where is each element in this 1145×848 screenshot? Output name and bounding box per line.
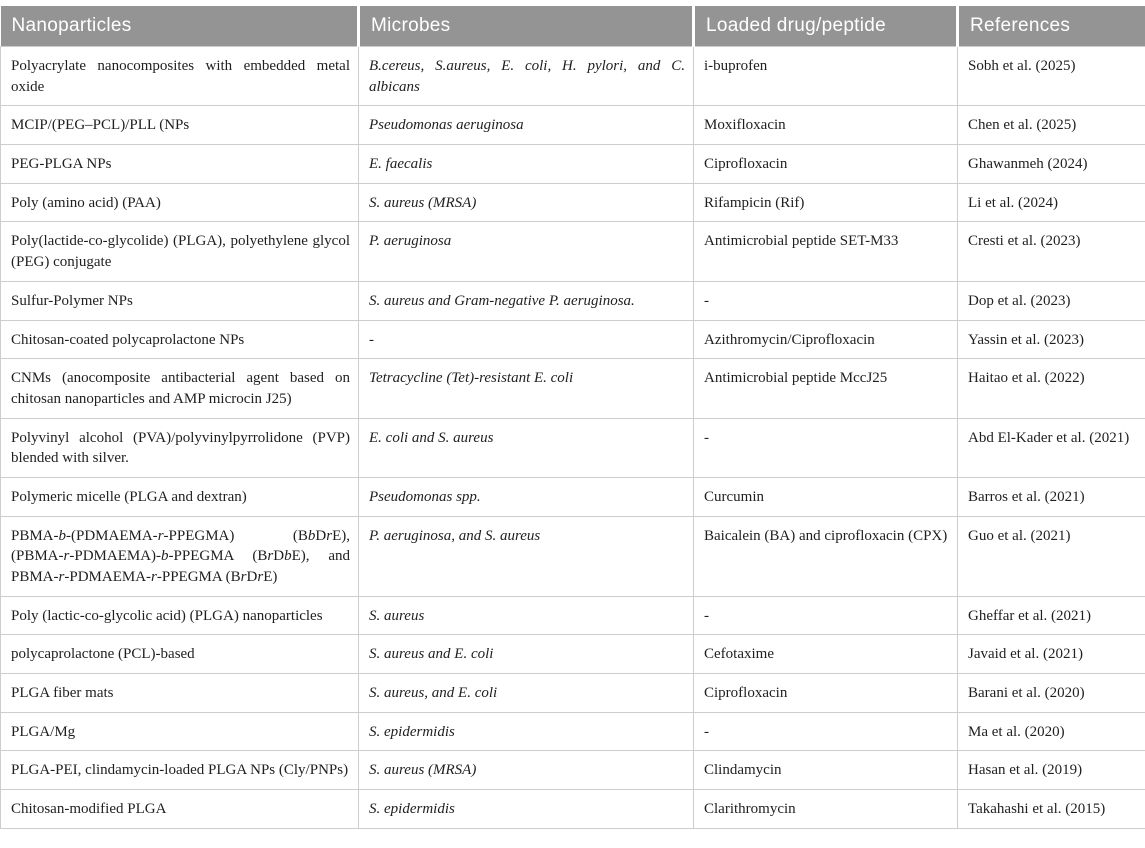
cell-microbes: E. faecalis (358, 144, 694, 184)
cell-microbes: Tetracycline (Tet)-resistant E. coli (358, 358, 694, 419)
cell-nanoparticles: Chitosan-coated polycaprolactone NPs (0, 319, 359, 360)
cell-microbes: S. aureus (358, 595, 694, 636)
cell-nanoparticles: Chitosan-modified PLGA (0, 789, 359, 829)
cell-microbes: S. aureus and Gram-negative P. aeruginos… (358, 280, 694, 321)
cell-loaded-drug: Antimicrobial peptide MccJ25 (693, 358, 958, 419)
cell-reference: Takahashi et al. (2015) (957, 789, 1145, 829)
table-row: PEG-PLGA NPs E. faecalis Ciprofloxacin G… (0, 144, 1145, 184)
cell-microbes: E. coli and S. aureus (358, 417, 694, 478)
column-header-microbes: Microbes (357, 6, 694, 47)
table-row: MCIP/(PEG–PCL)/PLL (NPs Pseudomonas aeru… (0, 105, 1145, 146)
cell-reference: Hasan et al. (2019) (957, 750, 1145, 791)
table-row: CNMs (anocomposite antibacterial agent b… (0, 358, 1145, 419)
cell-loaded-drug: Ciprofloxacin (693, 673, 958, 713)
cell-microbes: S. aureus (MRSA) (358, 750, 694, 791)
cell-reference: Gheffar et al. (2021) (957, 595, 1145, 636)
cell-nanoparticles: MCIP/(PEG–PCL)/PLL (NPs (0, 105, 359, 146)
cell-nanoparticles: Polyvinyl alcohol (PVA)/polyvinylpyrroli… (0, 417, 359, 478)
table-row: Chitosan-coated polycaprolactone NPs - A… (0, 319, 1145, 360)
cell-reference: Haitao et al. (2022) (957, 358, 1145, 419)
cell-reference: Chen et al. (2025) (957, 105, 1145, 146)
nanoparticles-table: Nanoparticles Microbes Loaded drug/pepti… (0, 6, 1145, 829)
cell-nanoparticles: PLGA/Mg (0, 711, 359, 752)
cell-reference: Guo et al. (2021) (957, 515, 1145, 597)
cell-nanoparticles: PLGA fiber mats (0, 673, 359, 713)
table-row: Polymeric micelle (PLGA and dextran) Pse… (0, 476, 1145, 517)
cell-loaded-drug: - (693, 711, 958, 752)
cell-loaded-drug: Baicalein (BA) and ciprofloxacin (CPX) (693, 515, 958, 597)
nanoparticles-table-figure: Nanoparticles Microbes Loaded drug/pepti… (0, 6, 1145, 829)
cell-reference: Cresti et al. (2023) (957, 221, 1145, 282)
cell-reference: Yassin et al. (2023) (957, 319, 1145, 360)
cell-microbes: S. aureus (MRSA) (358, 182, 694, 223)
table-row: Sulfur-Polymer NPs S. aureus and Gram-ne… (0, 280, 1145, 321)
cell-reference: Ma et al. (2020) (957, 711, 1145, 752)
cell-loaded-drug: Antimicrobial peptide SET-M33 (693, 221, 958, 282)
cell-loaded-drug: Clindamycin (693, 750, 958, 791)
cell-loaded-drug: Rifampicin (Rif) (693, 182, 958, 223)
cell-reference: Barros et al. (2021) (957, 476, 1145, 517)
table-row: Poly (lactic-co-glycolic acid) (PLGA) na… (0, 595, 1145, 636)
cell-loaded-drug: Azithromycin/Ciprofloxacin (693, 319, 958, 360)
cell-microbes: S. aureus and E. coli (358, 634, 694, 675)
table-row: PLGA-PEI, clindamycin-loaded PLGA NPs (C… (0, 750, 1145, 791)
cell-nanoparticles: PBMA-b-(PDMAEMA-r-PPEGMA) (BbDrE), (PBMA… (0, 515, 359, 597)
cell-microbes: Pseudomonas spp. (358, 476, 694, 517)
cell-loaded-drug: Curcumin (693, 476, 958, 517)
cell-nanoparticles: Sulfur-Polymer NPs (0, 280, 359, 321)
cell-nanoparticles: PLGA-PEI, clindamycin-loaded PLGA NPs (C… (0, 750, 359, 791)
cell-microbes: - (358, 319, 694, 360)
cell-reference: Li et al. (2024) (957, 182, 1145, 223)
cell-nanoparticles: PEG-PLGA NPs (0, 144, 359, 184)
column-header-nanoparticles: Nanoparticles (0, 6, 359, 47)
cell-reference: Sobh et al. (2025) (957, 45, 1145, 107)
column-header-references: References (956, 6, 1145, 47)
table-body: Polyacrylate nanocomposites with embedde… (0, 45, 1145, 829)
cell-microbes: S. aureus, and E. coli (358, 673, 694, 713)
cell-nanoparticles: Polymeric micelle (PLGA and dextran) (0, 476, 359, 517)
cell-reference: Dop et al. (2023) (957, 280, 1145, 321)
table-row: Poly(lactide-co-glycolide) (PLGA), polye… (0, 221, 1145, 282)
cell-nanoparticles: Poly(lactide-co-glycolide) (PLGA), polye… (0, 221, 359, 282)
cell-loaded-drug: Ciprofloxacin (693, 144, 958, 184)
table-row: Poly (amino acid) (PAA) S. aureus (MRSA)… (0, 182, 1145, 223)
cell-microbes: P. aeruginosa, and S. aureus (358, 515, 694, 597)
cell-nanoparticles: Poly (amino acid) (PAA) (0, 182, 359, 223)
table-header: Nanoparticles Microbes Loaded drug/pepti… (0, 6, 1145, 47)
cell-nanoparticles: Poly (lactic-co-glycolic acid) (PLGA) na… (0, 595, 359, 636)
cell-loaded-drug: - (693, 595, 958, 636)
cell-microbes: S. epidermidis (358, 789, 694, 829)
cell-loaded-drug: - (693, 280, 958, 321)
cell-nanoparticles: polycaprolactone (PCL)-based (0, 634, 359, 675)
cell-microbes: B.cereus, S.aureus, E. coli, H. pylori, … (358, 45, 694, 107)
cell-loaded-drug: Cefotaxime (693, 634, 958, 675)
header-row: Nanoparticles Microbes Loaded drug/pepti… (0, 6, 1145, 47)
cell-loaded-drug: Clarithromycin (693, 789, 958, 829)
table-row: Chitosan-modified PLGA S. epidermidis Cl… (0, 789, 1145, 829)
cell-loaded-drug: Moxifloxacin (693, 105, 958, 146)
cell-nanoparticles: CNMs (anocomposite antibacterial agent b… (0, 358, 359, 419)
cell-loaded-drug: i-buprofen (693, 45, 958, 107)
cell-microbes: Pseudomonas aeruginosa (358, 105, 694, 146)
table-row: PLGA/Mg S. epidermidis - Ma et al. (2020… (0, 711, 1145, 752)
table-row: Polyvinyl alcohol (PVA)/polyvinylpyrroli… (0, 417, 1145, 478)
cell-nanoparticles: Polyacrylate nanocomposites with embedde… (0, 45, 359, 107)
table-row: polycaprolactone (PCL)-based S. aureus a… (0, 634, 1145, 675)
table-row: Polyacrylate nanocomposites with embedde… (0, 45, 1145, 107)
cell-loaded-drug: - (693, 417, 958, 478)
cell-reference: Abd El-Kader et al. (2021) (957, 417, 1145, 478)
table-row: PLGA fiber mats S. aureus, and E. coli C… (0, 673, 1145, 713)
table-row: PBMA-b-(PDMAEMA-r-PPEGMA) (BbDrE), (PBMA… (0, 515, 1145, 597)
cell-microbes: P. aeruginosa (358, 221, 694, 282)
cell-reference: Barani et al. (2020) (957, 673, 1145, 713)
column-header-loaded-drug: Loaded drug/peptide (692, 6, 958, 47)
cell-microbes: S. epidermidis (358, 711, 694, 752)
cell-reference: Javaid et al. (2021) (957, 634, 1145, 675)
cell-reference: Ghawanmeh (2024) (957, 144, 1145, 184)
